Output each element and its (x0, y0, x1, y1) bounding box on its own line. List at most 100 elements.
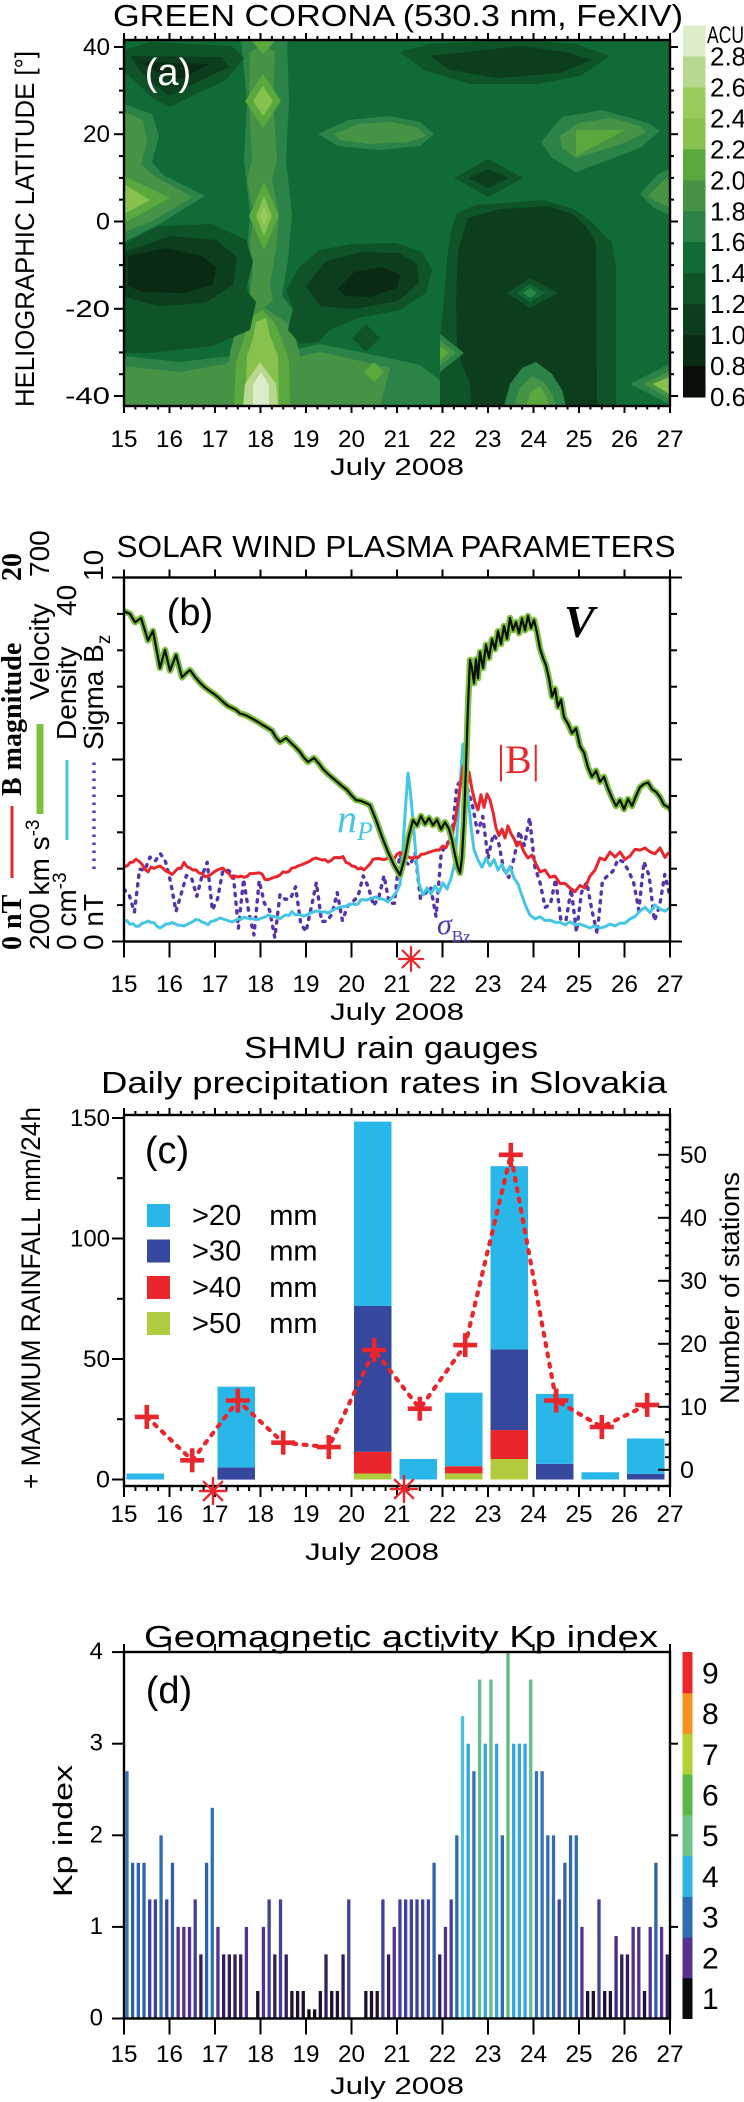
svg-text:20: 20 (680, 1331, 707, 1358)
svg-text:2: 2 (702, 1942, 719, 1975)
svg-text:17: 17 (202, 971, 229, 998)
svg-text:July 2008: July 2008 (330, 999, 464, 1026)
svg-text:Kp index: Kp index (48, 1764, 78, 1897)
svg-text:15: 15 (111, 1501, 138, 1528)
svg-text:10: 10 (78, 550, 109, 581)
svg-text:27: 27 (657, 2041, 684, 2068)
svg-text:27: 27 (657, 426, 684, 453)
svg-text:0: 0 (680, 1457, 694, 1484)
svg-text:24: 24 (520, 1501, 547, 1528)
svg-text:4: 4 (702, 1861, 719, 1894)
svg-text:19: 19 (293, 1501, 320, 1528)
svg-text:0: 0 (90, 2005, 103, 2032)
svg-text:15: 15 (111, 426, 138, 453)
svg-text:10: 10 (680, 1394, 707, 1421)
svg-text:200 km s-3: 200 km s-3 (23, 819, 55, 950)
svg-text:25: 25 (566, 1501, 593, 1528)
svg-text:18: 18 (247, 2041, 274, 2068)
svg-text:17: 17 (202, 426, 229, 453)
svg-text:1: 1 (702, 1983, 719, 2016)
svg-text:3: 3 (702, 1902, 719, 1935)
svg-text:|B|: |B| (497, 737, 540, 782)
svg-text:27: 27 (657, 971, 684, 998)
svg-text:Daily precipitation rates in S: Daily precipitation rates in Slovakia (101, 1065, 668, 1100)
svg-text:20: 20 (83, 121, 110, 148)
svg-text:0: 0 (96, 209, 110, 236)
svg-text:15: 15 (111, 971, 138, 998)
svg-text:100: 100 (70, 1226, 110, 1253)
svg-text:1.4: 1.4 (710, 258, 744, 288)
svg-text:16: 16 (156, 2041, 183, 2068)
svg-text:2.0: 2.0 (710, 165, 744, 195)
svg-text:ACU: ACU (707, 22, 744, 49)
svg-text:18: 18 (247, 971, 274, 998)
svg-text:24: 24 (520, 971, 547, 998)
svg-text:19: 19 (293, 971, 320, 998)
svg-text:Number of stations: Number of stations (715, 1172, 744, 1404)
svg-text:-20: -20 (65, 296, 110, 323)
svg-text:2.6: 2.6 (710, 72, 744, 102)
svg-text:20: 20 (0, 553, 28, 581)
svg-text:16: 16 (156, 1501, 183, 1528)
svg-text:0.8: 0.8 (710, 351, 744, 381)
svg-text:+ MAXIMUM RAINFALL mm/24h: + MAXIMUM RAINFALL mm/24h (16, 1107, 46, 1489)
svg-text:23: 23 (475, 971, 502, 998)
svg-text:8: 8 (702, 1698, 719, 1731)
svg-text:26: 26 (611, 971, 638, 998)
svg-text:23: 23 (475, 2041, 502, 2068)
svg-text:25: 25 (566, 426, 593, 453)
svg-text:20: 20 (338, 426, 365, 453)
svg-text:2.4: 2.4 (710, 103, 744, 133)
svg-text:50: 50 (680, 1142, 707, 1169)
svg-text:1: 1 (90, 1913, 103, 1940)
svg-text:SOLAR WIND PLASMA PARAMETERS: SOLAR WIND PLASMA PARAMETERS (117, 529, 676, 564)
svg-text:2.2: 2.2 (710, 134, 744, 164)
svg-text:Geomagnetic activity Kp index: Geomagnetic activity Kp index (144, 1619, 659, 1654)
svg-text:1.8: 1.8 (710, 196, 744, 226)
svg-text:22: 22 (429, 2041, 456, 2068)
svg-text:23: 23 (475, 1501, 502, 1528)
svg-text:22: 22 (429, 1501, 456, 1528)
svg-text:Sigma Bz: Sigma Bz (78, 635, 115, 750)
svg-text:(a): (a) (145, 52, 191, 94)
svg-text:26: 26 (611, 2041, 638, 2068)
svg-text:15: 15 (111, 2041, 138, 2068)
svg-text:7: 7 (702, 1739, 719, 1772)
svg-text:23: 23 (475, 426, 502, 453)
svg-text:20: 20 (338, 1501, 365, 1528)
svg-text:July 2008: July 2008 (330, 2073, 464, 2100)
svg-text:-40: -40 (65, 383, 110, 410)
svg-text:26: 26 (611, 426, 638, 453)
svg-text:21: 21 (384, 426, 411, 453)
svg-text:22: 22 (429, 971, 456, 998)
svg-text:0.6: 0.6 (710, 382, 744, 412)
svg-text:July 2008: July 2008 (305, 1539, 439, 1566)
svg-text:3: 3 (90, 1730, 103, 1757)
svg-text:Density: Density (51, 647, 82, 740)
svg-text:19: 19 (293, 2041, 320, 2068)
svg-text:20: 20 (338, 2041, 365, 2068)
svg-text:(c): (c) (145, 1130, 189, 1172)
svg-text:24: 24 (520, 2041, 547, 2068)
svg-text:150: 150 (70, 1105, 110, 1132)
svg-text:SHMU rain gauges: SHMU rain gauges (244, 1030, 538, 1065)
svg-text:21: 21 (384, 971, 411, 998)
svg-text:21: 21 (384, 2041, 411, 2068)
svg-text:1.6: 1.6 (710, 227, 744, 257)
svg-text:July 2008: July 2008 (330, 454, 464, 481)
svg-text:HELIOGRAPHIC LATITUDE [°]: HELIOGRAPHIC LATITUDE [°] (10, 51, 40, 407)
svg-text:0 nT: 0 nT (78, 894, 109, 950)
svg-text:26: 26 (611, 1501, 638, 1528)
svg-text:40: 40 (680, 1205, 707, 1232)
svg-text:17: 17 (202, 2041, 229, 2068)
svg-text:GREEN CORONA (530.3 nm, FeXIV): GREEN CORONA (530.3 nm, FeXIV) (113, 0, 683, 33)
svg-text:20: 20 (338, 971, 365, 998)
svg-text:30: 30 (680, 1268, 707, 1295)
svg-text:4: 4 (90, 1638, 103, 1665)
svg-text:24: 24 (520, 426, 547, 453)
svg-text:17: 17 (202, 1501, 229, 1528)
svg-text:5: 5 (702, 1820, 719, 1853)
svg-text:22: 22 (429, 426, 456, 453)
